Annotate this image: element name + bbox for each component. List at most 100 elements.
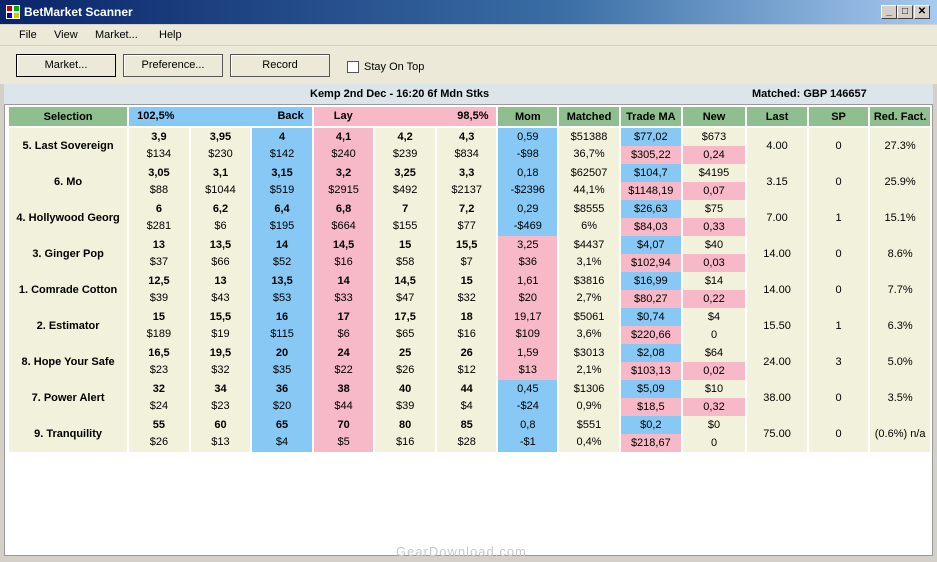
lay-price-cell[interactable]: 70 $5 (313, 416, 374, 452)
back-price-cell[interactable]: 6 $281 (129, 200, 189, 236)
lay-price-cell[interactable]: 44 $4 (436, 380, 497, 416)
lay-price-cell[interactable]: 14,5 $16 (313, 236, 374, 272)
lay-price-cell[interactable]: 15,5 $7 (436, 236, 497, 272)
lay-price-cell[interactable]: 14 $33 (313, 272, 374, 308)
lay-price-cell[interactable]: 4,3 $834 (436, 128, 497, 164)
trade-ma-cell: $0,74 $220,66 (620, 308, 681, 344)
reduction-factor: 25.9% (870, 164, 930, 200)
table-row[interactable]: 6. Mo 3,05 $88 3,1 $1044 3,15 $519 3,2 $2915 3,25… (9, 164, 930, 200)
back-price-cell[interactable]: 13,5 $53 (252, 272, 312, 308)
trade-ma-cell: $26,63 $84,03 (620, 200, 681, 236)
lay-price-cell[interactable]: 3,25 $492 (375, 164, 435, 200)
lay-price-cell[interactable]: 17 $6 (313, 308, 374, 344)
menu-view[interactable]: View (54, 29, 78, 41)
back-price-cell[interactable]: 34 $23 (190, 380, 251, 416)
lay-price-cell[interactable]: 24 $22 (313, 344, 374, 380)
table-row[interactable]: 8. Hope Your Safe 16,5 $23 19,5 $32 20 $35 24 $2… (9, 344, 930, 380)
menu-market[interactable]: Market... (95, 29, 138, 41)
menu-help[interactable]: Help (159, 29, 182, 41)
amount: $134 (146, 148, 172, 160)
close-button[interactable]: ✕ (914, 5, 930, 19)
record-button[interactable]: Record (230, 54, 330, 77)
last-price: 4.00 (747, 128, 807, 164)
table-row[interactable]: 1. Comrade Cotton 12,5 $39 13 $43 13,5 $53 14 $3… (9, 272, 930, 308)
runner-name[interactable]: 7. Power Alert (9, 380, 128, 416)
lay-price-cell[interactable]: 85 $28 (436, 416, 497, 452)
lay-price-cell[interactable]: 3,2 $2915 (313, 164, 374, 200)
back-price-cell[interactable]: 16,5 $23 (129, 344, 189, 380)
back-price-cell[interactable]: 4 $142 (252, 128, 312, 164)
back-price-cell[interactable]: 6,4 $195 (252, 200, 312, 236)
lay-price-cell[interactable]: 7,2 $77 (436, 200, 497, 236)
new-ratio: 0,03 (682, 254, 746, 272)
back-price-cell[interactable]: 13,5 $66 (190, 236, 251, 272)
market-button[interactable]: Market... (16, 54, 116, 77)
amount: $43 (211, 292, 230, 304)
odds: 70 (337, 419, 350, 431)
back-price-cell[interactable]: 65 $4 (252, 416, 312, 452)
back-price-cell[interactable]: 6,2 $6 (190, 200, 251, 236)
lay-price-cell[interactable]: 14,5 $47 (375, 272, 435, 308)
back-price-cell[interactable]: 16 $115 (252, 308, 312, 344)
last-price: 7.00 (747, 200, 807, 236)
back-price-cell[interactable]: 3,05 $88 (129, 164, 189, 200)
back-price-cell[interactable]: 12,5 $39 (129, 272, 189, 308)
minimize-button[interactable]: _ (881, 5, 897, 19)
back-price-cell[interactable]: 3,15 $519 (252, 164, 312, 200)
runner-name[interactable]: 8. Hope Your Safe (9, 344, 128, 380)
lay-price-cell[interactable]: 15 $32 (436, 272, 497, 308)
back-price-cell[interactable]: 32 $24 (129, 380, 189, 416)
lay-price-cell[interactable]: 25 $26 (375, 344, 435, 380)
back-price-cell[interactable]: 3,95 $230 (190, 128, 251, 164)
lay-price-cell[interactable]: 26 $12 (436, 344, 497, 380)
stay-on-top-checkbox[interactable] (347, 61, 359, 73)
lay-price-cell[interactable]: 6,8 $664 (313, 200, 374, 236)
lay-price-cell[interactable]: 4,2 $239 (375, 128, 435, 164)
lay-price-cell[interactable]: 80 $16 (375, 416, 435, 452)
runner-name[interactable]: 5. Last Sovereign (9, 128, 128, 164)
back-price-cell[interactable]: 3,9 $134 (129, 128, 189, 164)
maximize-button[interactable]: □ (897, 5, 913, 19)
lay-price-cell[interactable]: 18 $16 (436, 308, 497, 344)
preference-button[interactable]: Preference... (123, 54, 223, 77)
back-price-cell[interactable]: 55 $26 (129, 416, 189, 452)
trade-ma-top: $104,7 (620, 164, 681, 182)
table-row[interactable]: 5. Last Sovereign 3,9 $134 3,95 $230 4 $142 4,1… (9, 128, 930, 164)
back-price-cell[interactable]: 14 $52 (252, 236, 312, 272)
lay-price-cell[interactable]: 4,1 $240 (313, 128, 374, 164)
table-row[interactable]: 3. Ginger Pop 13 $37 13,5 $66 14 $52 14,5 $16 15 $… (9, 236, 930, 272)
table-row[interactable]: 7. Power Alert 32 $24 34 $23 36 $20 38 $44 40 $39 4… (9, 380, 930, 416)
back-price-cell[interactable]: 3,1 $1044 (190, 164, 251, 200)
back-price-cell[interactable]: 19,5 $32 (190, 344, 251, 380)
runner-name[interactable]: 3. Ginger Pop (9, 236, 128, 272)
runner-name[interactable]: 1. Comrade Cotton (9, 272, 128, 308)
back-price-cell[interactable]: 20 $35 (252, 344, 312, 380)
lay-price-cell[interactable]: 17,5 $65 (375, 308, 435, 344)
runner-name[interactable]: 2. Estimator (9, 308, 128, 344)
momentum-amount: -$469 (513, 220, 542, 232)
amount: $142 (269, 148, 295, 160)
lay-price-cell[interactable]: 7 $155 (375, 200, 435, 236)
amount: $240 (331, 148, 356, 160)
back-price-cell[interactable]: 60 $13 (190, 416, 251, 452)
lay-price-cell[interactable]: 40 $39 (375, 380, 435, 416)
menu-file[interactable]: File (19, 29, 37, 41)
table-row[interactable]: 4. Hollywood Georg 6 $281 6,2 $6 6,4 $195 6,8 $6… (9, 200, 930, 236)
back-price-cell[interactable]: 36 $20 (252, 380, 312, 416)
lay-price-cell[interactable]: 38 $44 (313, 380, 374, 416)
back-price-cell[interactable]: 13 $43 (190, 272, 251, 308)
lay-price-cell[interactable]: 15 $58 (375, 236, 435, 272)
odds: 7,2 (459, 203, 475, 215)
runner-name[interactable]: 6. Mo (9, 164, 128, 200)
trade-ma-bottom: $220,66 (620, 326, 681, 344)
runner-name[interactable]: 9. Tranquility (9, 416, 128, 452)
table-row[interactable]: 9. Tranquility 55 $26 60 $13 65 $4 70 $5 80 $16 85 $… (9, 416, 930, 452)
table-row[interactable]: 2. Estimator 15 $189 15,5 $19 16 $115 17 $6 17,5 $… (9, 308, 930, 344)
odds: 3,2 (335, 167, 352, 179)
back-price-cell[interactable]: 15,5 $19 (190, 308, 251, 344)
runner-name[interactable]: 4. Hollywood Georg (9, 200, 128, 236)
lay-price-cell[interactable]: 3,3 $2137 (436, 164, 497, 200)
amount: $16 (457, 328, 476, 340)
back-price-cell[interactable]: 13 $37 (129, 236, 189, 272)
back-price-cell[interactable]: 15 $189 (129, 308, 189, 344)
